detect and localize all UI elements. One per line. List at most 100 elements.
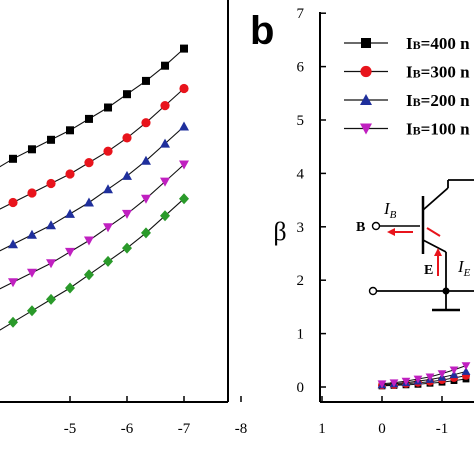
panel-a-series-5-point [83,269,94,281]
panel-b: b β 0 1 2 3 4 5 6 7 1 0 -1 [250,6,474,437]
panel-a-series-2-point [160,101,170,111]
panel-b-series-4-point [425,373,435,382]
circuit-emitter-label: E [424,263,433,278]
legend-entry-label: IB=300 n [406,63,470,82]
panel-a-series-2-point [8,197,18,208]
circuit-emitter-lead [422,239,447,253]
base-current-label: IB [383,199,397,221]
panel-a-series-4-point [140,194,151,204]
panel-b-y-tick-label: 5 [297,113,305,129]
panel-a-series-1-point [84,114,93,123]
panel-a-series-2-point [179,83,189,94]
legend-entry-label: IB=200 n [406,91,470,110]
panel-b-y-tick-label: 6 [297,60,305,76]
panel-a-series-3-point [83,197,94,207]
legend-marker [360,94,372,105]
emitter-current-label: IE [457,257,471,279]
panel-a-series-3-point [26,229,37,239]
panel-a-series-5-point [26,305,37,317]
panel-a-series-3-point [8,239,18,249]
panel-b-series-4-point [461,362,471,371]
circuit-emitter-terminal [368,286,378,296]
panel-a-plot-area [0,44,189,331]
panel-b-legend: IB=400 n IB=300 n IB=200 n IB=100 n [344,34,470,139]
panel-a: -5 -6 -7 -8 [0,0,247,437]
panel-b-x-ticks: 1 0 -1 [318,396,448,437]
panel-b-y-tick-label: 4 [297,166,305,182]
panel-a-series-1-point [47,135,56,144]
panel-a-series-3-point [179,121,189,131]
panel-b-x-tick-label: 1 [318,421,326,437]
panel-a-series-3-point [122,170,132,180]
panel-a-series-5-point [140,227,151,239]
panel-a-series-4-point [122,209,132,219]
panel-b-series-4-point [401,377,411,386]
panel-a-series-3-point [46,220,57,230]
panel-b-plot-area: B E IB IE IB=400 n IB=300 n IB=200 n IB=100… [344,34,474,390]
panel-a-x-tick-label: -6 [121,421,134,437]
panel-b-y-tick-label: 2 [297,273,305,289]
panel-a-series-group [0,44,189,331]
panel-a-series-1-point [161,61,170,70]
panel-a-series-5-point [122,242,132,254]
circuit-base-label: B [356,220,365,235]
panel-b-y-axis-label: β [273,217,286,246]
panel-b-y-tick-label: 0 [297,380,305,396]
panel-a-series-3-line [0,126,185,252]
panel-b-y-tick-label: 7 [297,6,305,22]
legend-marker [360,123,372,135]
panel-a-series-5-point [179,193,189,205]
panel-a-x-tick-label: -7 [178,421,191,437]
panel-a-series-1-point [27,145,36,154]
panel-b-x-tick-label: 0 [378,421,386,437]
panel-b-series-4-point [449,366,459,375]
panel-b-letter: b [250,9,274,53]
panel-a-series-4-point [8,278,18,288]
panel-a-series-4-point [160,177,171,187]
panel-a-series-1-point [66,126,74,135]
panel-a-series-1-point [123,90,131,99]
legend-marker [361,38,371,48]
base-current-arrowhead [387,228,395,236]
panel-a-series-4-point [26,268,37,278]
panel-a-series-1-point [104,103,113,112]
panel-b-y-ticks: 0 1 2 3 4 5 6 7 [297,6,326,396]
panel-b-series-4-point [437,370,447,379]
panel-b-x-tick-label: -1 [436,421,449,437]
panel-b-series-group [377,362,471,390]
panel-a-series-3-point [65,208,75,218]
panel-a-series-1-point [9,154,17,163]
panel-b-y-tick-label: 1 [297,327,305,343]
panel-a-series-4-point [103,223,114,233]
panel-a-series-4-point [83,236,94,246]
panel-a-series-3-point [140,155,151,165]
panel-b-series-3-point [461,367,471,375]
panel-a-series-5-point [160,210,171,222]
panel-a-series-3-point [103,184,114,194]
panel-a-series-5-point [46,293,57,305]
panel-a-x-tick-label: -8 [235,421,248,437]
panel-b-y-tick-label: 3 [297,220,305,236]
panel-a-x-tick-label: -5 [64,421,77,437]
inset-circuit: B E IB IE [356,179,474,312]
circuit-base-terminal [371,221,381,231]
collector-current-arrow [426,227,441,237]
panel-a-series-5-point [8,316,18,328]
legend-entry-label: IB=100 n [406,120,470,139]
panel-a-series-2-point [103,146,113,156]
panel-a-series-5-point [65,282,75,294]
panel-a-series-5-point [103,255,114,267]
panel-a-series-3-point [160,138,171,148]
legend-marker [360,65,372,78]
panel-a-series-2-point [65,169,75,179]
panel-b-series-4-point [389,379,399,388]
panel-a-series-1-point [180,44,188,53]
panel-a-series-2-point [46,178,56,189]
panel-a-series-1-point [141,76,150,85]
panel-a-x-ticks: -5 -6 -7 -8 [64,396,248,437]
panel-a-series-4-point [65,247,75,257]
panel-a-series-4-point [179,160,189,170]
panel-a-series-5-line [0,198,185,331]
circuit-collector-lead [422,187,449,211]
